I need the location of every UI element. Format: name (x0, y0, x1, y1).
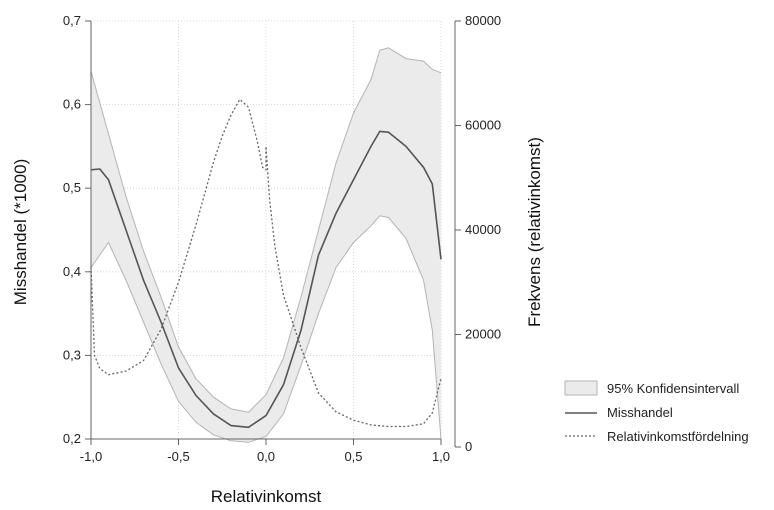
y-right-tick-label: 20000 (465, 327, 501, 342)
x-tick-label: -0,5 (167, 449, 189, 464)
y-axis-left-label: Misshandel (*1000) (11, 159, 30, 305)
legend: 95% Konfidensintervall Misshandel Relati… (564, 380, 749, 444)
y-left-tick-label: 0,6 (63, 97, 81, 112)
y-left-tick-label: 0,7 (63, 13, 81, 28)
confidence-band-upper-edge (90, 47, 442, 413)
legend-label-fordelning: Relativinkomstfördelning (607, 429, 749, 444)
y-left-tick-label: 0,4 (63, 264, 81, 279)
x-axis-label: Relativinkomst (211, 487, 322, 506)
y-left-tick-label: 0,2 (63, 431, 81, 446)
y-left-tick-label: 0,5 (63, 180, 81, 195)
legend-label-misshandel: Misshandel (607, 405, 673, 420)
plot-area (90, 47, 442, 443)
confidence-band (91, 47, 441, 443)
x-tick-label: 0,5 (344, 449, 362, 464)
y-axis-right-label: Frekvens (relativinkomst) (525, 137, 544, 327)
confidence-band-lower-edge (90, 215, 442, 443)
legend-swatch-ci (564, 380, 598, 396)
x-tick-label: 0,0 (257, 449, 275, 464)
x-tick-label: -1,0 (80, 449, 102, 464)
legend-label-ci: 95% Konfidensintervall (607, 381, 739, 396)
y-right-tick-label: 40000 (465, 222, 501, 237)
y-right-tick-label: 0 (465, 439, 472, 454)
y-right-tick-label: 60000 (465, 118, 501, 133)
y-right-tick-label: 80000 (465, 13, 501, 28)
tick-labels: -1,0 -0,5 0,0 0,5 1,0 0,2 0,3 0,4 0,5 0,6 0,7 0 2000… (63, 13, 501, 464)
y-left-tick-label: 0,3 (63, 347, 81, 362)
x-tick-label: 1,0 (432, 449, 450, 464)
series-line-misshandel (90, 130, 442, 429)
